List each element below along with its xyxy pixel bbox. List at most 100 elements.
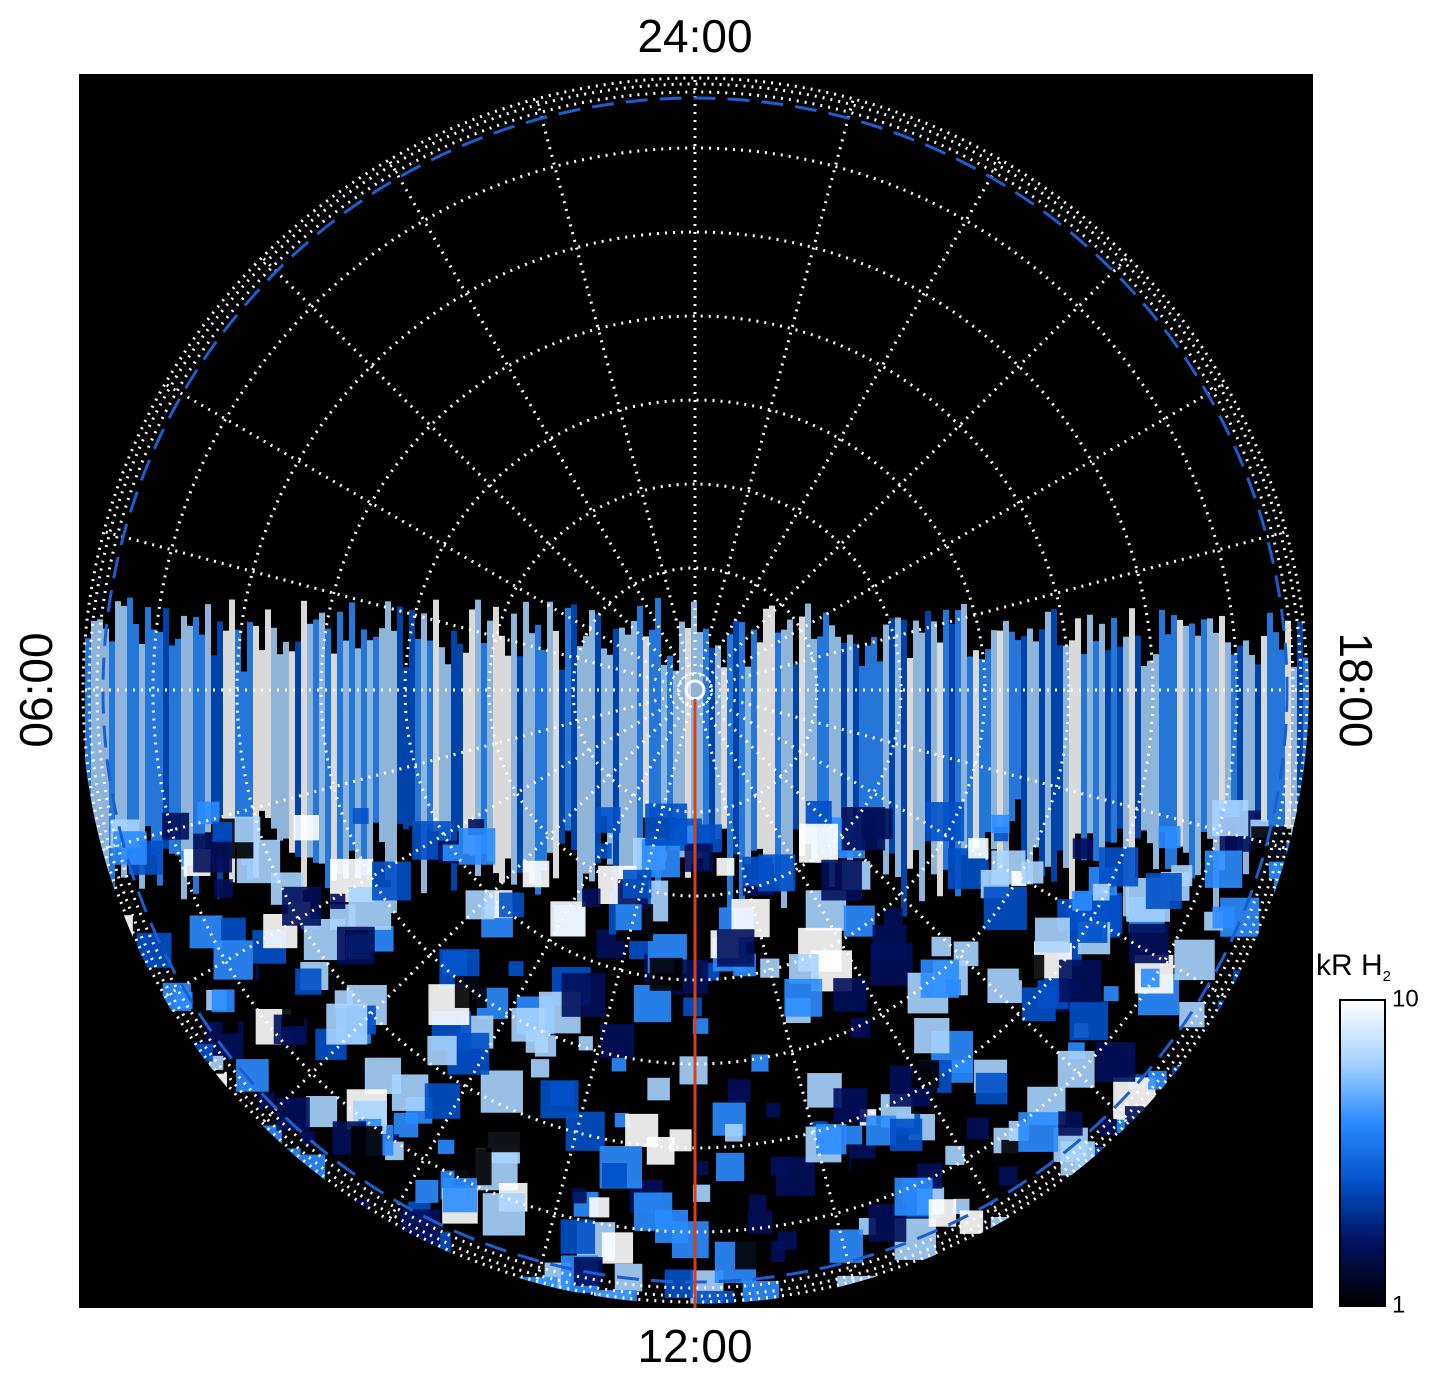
emission-streak — [787, 619, 793, 891]
emission-streak — [1147, 660, 1153, 844]
emission-streak — [1003, 620, 1009, 872]
grid-meridian — [261, 256, 685, 680]
emission-patch — [162, 812, 190, 840]
emission-patch — [749, 1194, 767, 1212]
emission-patch — [482, 1193, 526, 1236]
emission-streak — [733, 620, 739, 855]
emission-streak — [1213, 632, 1219, 924]
emission-patch — [582, 888, 601, 907]
grid-meridian — [708, 382, 1226, 684]
emission-streak — [1273, 632, 1279, 872]
emission-streak — [1105, 650, 1111, 843]
emission-patch — [1103, 986, 1119, 1002]
emission-patch — [734, 1233, 772, 1270]
emission-streak — [481, 643, 487, 855]
emission-streak — [883, 624, 889, 875]
emission-streak — [133, 624, 139, 859]
emission-patch — [571, 1188, 587, 1204]
emission-streak — [505, 655, 511, 859]
emission-streak — [1171, 615, 1177, 866]
emission-streak — [337, 611, 343, 874]
emission-streak — [997, 630, 1003, 874]
emission-patch — [799, 823, 838, 863]
emission-streak — [103, 628, 109, 875]
emission-streak — [121, 605, 127, 878]
emission-patch — [638, 1295, 665, 1304]
emission-streak — [1267, 612, 1273, 852]
emission-streak — [649, 629, 655, 871]
emission-patch — [1092, 883, 1110, 901]
emission-streak — [991, 630, 997, 850]
emission-patch — [815, 1123, 847, 1155]
emission-streak — [655, 597, 661, 890]
emission-patch — [1072, 838, 1094, 859]
emission-patch — [458, 828, 496, 865]
emission-streak — [1159, 609, 1165, 832]
grid-meridian — [708, 696, 1226, 998]
colorbar-ticks: 1 10 — [1377, 985, 1419, 1318]
time-label-left: 06:00 — [10, 632, 62, 747]
emission-streak — [313, 619, 319, 863]
emission-patch — [931, 936, 952, 957]
emission-streak — [289, 651, 295, 853]
emission-patch — [983, 886, 1027, 930]
emission-patch — [485, 1115, 523, 1153]
emission-patch — [725, 1123, 743, 1142]
emission-patch — [351, 1126, 383, 1158]
time-label-top: 24:00 — [637, 10, 752, 62]
emission-streak — [1135, 635, 1141, 839]
emission-patch — [383, 1165, 406, 1189]
emission-streak — [901, 619, 907, 917]
emission-streak — [433, 599, 439, 832]
emission-patch — [589, 1197, 610, 1218]
emission-streak — [1129, 608, 1135, 880]
emission-patch — [1074, 1304, 1106, 1336]
emission-streak — [1015, 640, 1021, 800]
emission-streak — [295, 641, 301, 857]
emission-patch — [220, 917, 246, 943]
grid-meridian — [710, 692, 1287, 850]
emission-streak — [661, 664, 667, 861]
colorbar-label-main: kR H — [1316, 949, 1383, 982]
emission-patch — [330, 893, 346, 909]
emission-streak — [241, 671, 247, 866]
emission-patch — [437, 1137, 455, 1154]
emission-streak — [211, 655, 217, 822]
emission-streak — [937, 642, 943, 897]
emission-streak — [475, 599, 481, 876]
emission-patch — [415, 1179, 439, 1203]
emission-streak — [457, 643, 463, 832]
emission-streak — [949, 623, 955, 858]
emission-patch — [684, 843, 713, 872]
emission-streak — [1231, 654, 1237, 818]
emission-streak — [739, 622, 745, 901]
emission-streak — [799, 616, 805, 857]
emission-streak — [85, 638, 91, 806]
emission-patch — [222, 1017, 239, 1034]
emission-patch — [1174, 939, 1215, 981]
emission-patch — [991, 814, 1010, 834]
emission-patch — [629, 940, 648, 960]
emission-patch — [694, 1160, 709, 1176]
emission-patch — [1140, 968, 1160, 988]
emission-streak — [697, 632, 703, 859]
emission-streak — [487, 620, 493, 862]
emission-patch — [295, 968, 322, 995]
emission-streak — [451, 630, 457, 891]
emission-streak — [715, 645, 721, 840]
emission-streak — [631, 620, 637, 898]
emission-streak — [235, 629, 241, 849]
emission-streak — [763, 608, 769, 867]
emission-streak — [1237, 645, 1243, 853]
emission-streak — [553, 630, 559, 879]
emission-patch — [766, 1103, 781, 1118]
emission-streak — [439, 647, 445, 856]
emission-streak — [1051, 609, 1057, 882]
emission-patch — [894, 1177, 933, 1216]
emission-streak — [259, 650, 265, 811]
emission-streak — [925, 610, 931, 832]
emission-patch — [1099, 847, 1139, 887]
emission-streak — [565, 607, 571, 831]
emission-streak — [793, 663, 799, 830]
emission-patch — [197, 801, 220, 825]
